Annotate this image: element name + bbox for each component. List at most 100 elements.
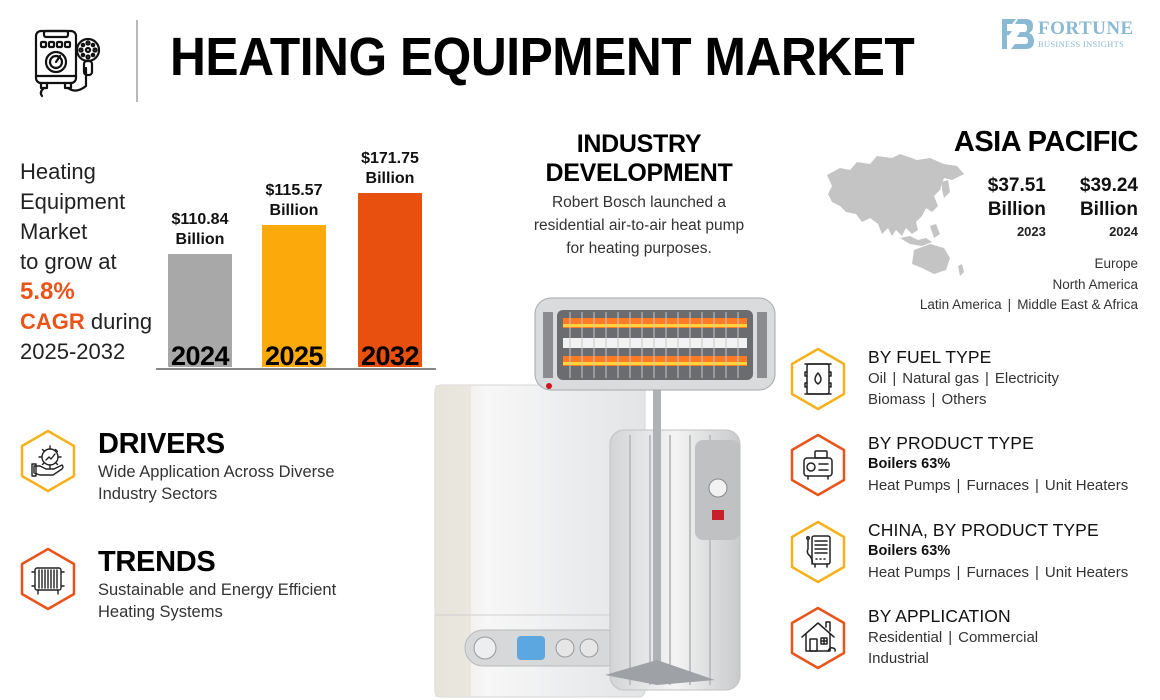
desc-line: Robert Bosch launched a [551, 194, 727, 211]
bar-category-label: 2025 [264, 341, 324, 371]
segment-item: Residential [868, 629, 943, 646]
bar-value-label: $115.57 Billion [266, 181, 323, 221]
segment-item: Heat Pumps [868, 477, 951, 494]
segment-application: BY APPLICATION Residential | Commercial In… [788, 605, 1038, 671]
region-line: Latin America | Middle East & Africa [920, 295, 1138, 316]
title-line: INDUSTRY [576, 130, 702, 158]
segment-item: Biomass [868, 391, 926, 408]
segment-title: BY FUEL TYPE [868, 347, 992, 367]
cagr-line: CAGR during [20, 307, 152, 337]
segment-items: Heat Pumps | Furnaces | Unit Heaters [868, 562, 1128, 583]
drivers-description: Wide Application Across Diverse Industry… [98, 461, 335, 505]
summary-line: to grow at [20, 249, 117, 274]
industry-development-description: Robert Bosch launched a residential air-… [508, 191, 770, 260]
bar-value: $171.75 [361, 150, 419, 167]
trends-title: TRENDS [98, 546, 216, 578]
segment-title: BY APPLICATION [868, 606, 1011, 626]
cagr-label: CAGR [20, 309, 85, 334]
stat-unit: Billion [1079, 199, 1138, 220]
segment-item: Unit Heaters [1044, 564, 1129, 581]
electric-heater-icon [790, 520, 846, 584]
logo-text-fortune: FORTUNE [1038, 18, 1134, 40]
bar: 2024 [168, 254, 232, 370]
separator: | [956, 477, 961, 494]
segment-highlight: Boilers 63% [868, 456, 951, 472]
bar-unit: Billion [365, 170, 415, 187]
bar-value: $115.57 [265, 182, 323, 199]
bar-unit: Billion [175, 231, 225, 248]
summary-line: Heating [20, 159, 96, 184]
summary-line: Equipment [20, 189, 126, 214]
water-heater-icon [34, 29, 101, 98]
fbi-logo-mark-icon [1002, 19, 1034, 49]
cagr-suffix: during [84, 309, 153, 334]
separator: | [984, 370, 989, 387]
segment-item: Industrial [868, 650, 929, 667]
bar: 2025 [262, 225, 326, 371]
stat-year: 2024 [1109, 224, 1138, 239]
oil-barrel-icon [790, 347, 846, 411]
desc-line: Wide Application Across Diverse [98, 463, 335, 481]
desc-line: for heating purposes. [566, 240, 712, 257]
stat-year: 2023 [1016, 224, 1046, 239]
region-north-america: North America [1052, 276, 1138, 292]
separator: | [931, 391, 936, 408]
radiator-icon [20, 547, 76, 611]
region-stat-2023: $37.51 Billion 2023 [988, 174, 1046, 242]
house-icon [790, 606, 846, 670]
bar-unit: Billion [269, 202, 319, 219]
title-line: DEVELOPMENT [545, 159, 733, 187]
bar-value-label: $110.84 Billion [172, 210, 229, 250]
stat-value: $39.24 [1079, 175, 1138, 196]
segment-fuel-type: BY FUEL TYPE Oil | Natural gas | Electricity… [788, 346, 1059, 412]
segment-items: Residential | Commercial [868, 627, 1038, 648]
segment-item: Natural gas [902, 370, 979, 387]
region-latin-america: Latin America [919, 297, 1002, 312]
page-title: HEATING EQUIPMENT MARKET [170, 27, 915, 87]
chart-x-axis [156, 368, 436, 370]
segment-item: Unit Heaters [1044, 477, 1129, 494]
bar-column-2032: $171.75 Billion 2032 [358, 149, 422, 371]
region-europe: Europe [1094, 256, 1138, 271]
separator: | [1034, 564, 1039, 581]
region-mea: Middle East & Africa [1017, 297, 1138, 312]
segment-china-product-type: CHINA, BY PRODUCT TYPE Boilers 63% Heat … [788, 519, 1128, 585]
separator: | [948, 629, 953, 646]
desc-line: Sustainable and Energy Efficient [98, 581, 337, 599]
desc-line: Industry Sectors [98, 485, 218, 503]
bar-value-label: $171.75 Billion [361, 149, 419, 189]
trends-section: TRENDS Sustainable and Energy Efficient … [18, 546, 336, 623]
hand-gear-growth-icon [20, 429, 76, 493]
trends-description: Sustainable and Energy Efficient Heating… [98, 579, 336, 623]
asia-pacific-map-icon [827, 154, 964, 276]
logo-text-business-insights: BUSINESS INSIGHTS [1038, 39, 1125, 50]
segment-items: Heat Pumps | Furnaces | Unit Heaters [868, 475, 1128, 496]
forecast-period: 2025-2032 [20, 339, 126, 364]
region-title: ASIA PACIFIC [953, 126, 1139, 158]
bar: 2032 [358, 193, 422, 371]
cagr-value: 5.8% [20, 278, 75, 305]
header-divider [136, 20, 138, 102]
region-stat-2024: $39.24 Billion 2024 [1080, 174, 1138, 242]
heating-equipment-illustration [434, 297, 776, 698]
bar-value: $110.84 [171, 211, 229, 228]
industry-development-section: INDUSTRY DEVELOPMENT Robert Bosch launch… [508, 130, 770, 260]
separator: | [1007, 297, 1012, 312]
desc-line: residential air-to-air heat pump [533, 217, 745, 234]
market-size-bar-chart: $110.84 Billion 2024 $115.57 Billion 2025 $171… [156, 140, 436, 370]
stat-value: $37.51 [987, 175, 1046, 196]
segment-item: Furnaces [966, 477, 1029, 494]
segment-title: BY PRODUCT TYPE [868, 433, 1034, 453]
segment-highlight: Boilers 63% [868, 543, 951, 559]
bar-category-label: 2032 [360, 341, 420, 371]
segment-item: Others [941, 391, 987, 408]
separator: | [956, 564, 961, 581]
segment-item: Commercial [958, 629, 1039, 646]
segment-item: Oil [868, 370, 887, 387]
drivers-section: DRIVERS Wide Application Across Diverse … [18, 428, 335, 505]
segment-title: CHINA, BY PRODUCT TYPE [868, 520, 1099, 540]
segment-item: Heat Pumps [868, 564, 951, 581]
separator: | [1034, 477, 1039, 494]
market-growth-summary: Heating Equipment Market to grow at 5.8%… [20, 157, 152, 367]
separator: | [892, 370, 897, 387]
